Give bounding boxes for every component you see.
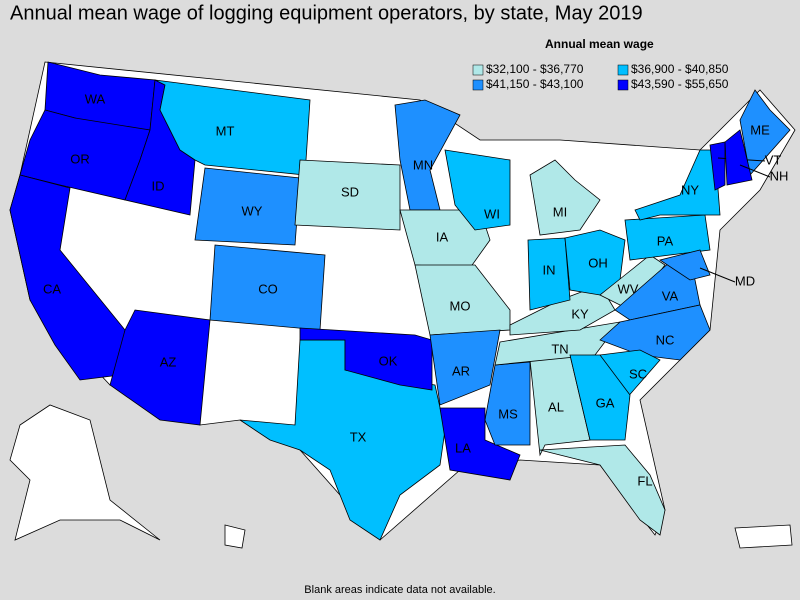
state-label: NH xyxy=(770,168,789,183)
state-label: SC xyxy=(629,366,647,381)
state xyxy=(294,159,401,231)
state-label: OR xyxy=(70,151,90,166)
state xyxy=(299,327,433,391)
legend-label: $32,100 - $36,770 xyxy=(486,62,584,76)
state-label: ID xyxy=(152,178,165,193)
state-label: LA xyxy=(455,440,471,455)
state xyxy=(194,167,301,246)
state-label: MI xyxy=(553,204,567,219)
legend-label: $36,900 - $40,850 xyxy=(631,62,729,76)
state xyxy=(439,407,521,481)
state-label: MS xyxy=(498,406,518,421)
legend-label: $41,150 - $43,100 xyxy=(486,77,584,91)
state xyxy=(394,99,461,211)
state-label: SD xyxy=(341,184,359,199)
leader-line xyxy=(739,164,771,178)
state-label: NC xyxy=(656,332,675,347)
footnote: Blank areas indicate data not available. xyxy=(304,584,495,596)
state-label: WA xyxy=(85,91,106,106)
legend-label: $43,590 - $55,650 xyxy=(631,77,729,91)
hawaii xyxy=(224,524,246,549)
state-label: MN xyxy=(413,157,433,172)
state xyxy=(154,79,311,176)
state xyxy=(527,237,571,311)
state xyxy=(444,149,511,231)
legend-swatch xyxy=(617,64,629,76)
state-label: MT xyxy=(216,123,235,138)
state-label: GA xyxy=(596,395,615,410)
state xyxy=(709,141,726,191)
state-label: NY xyxy=(681,182,699,197)
state xyxy=(724,129,753,186)
legend-swatch xyxy=(617,79,629,91)
state-label: WV xyxy=(618,281,639,296)
state xyxy=(414,264,511,336)
state-label: KY xyxy=(571,306,589,321)
state xyxy=(429,329,501,406)
legend-title: Annual mean wage xyxy=(545,37,654,51)
state xyxy=(484,361,531,446)
legend-swatch xyxy=(472,79,484,91)
state-label: IN xyxy=(543,262,556,277)
state xyxy=(624,214,711,261)
state-label: WY xyxy=(242,203,263,218)
state-label: TX xyxy=(350,429,367,444)
state-label: OH xyxy=(588,255,608,270)
state xyxy=(529,159,601,236)
state-label: CO xyxy=(258,281,278,296)
state-label: FL xyxy=(637,473,652,488)
leader-line xyxy=(699,267,736,283)
state-label: VT xyxy=(765,152,782,167)
state-label: ME xyxy=(750,122,770,137)
state-label: IA xyxy=(436,229,449,244)
state-label: TN xyxy=(551,341,568,356)
alaska xyxy=(9,404,161,541)
state xyxy=(659,249,711,281)
state xyxy=(9,174,126,381)
state-label: AR xyxy=(452,363,470,378)
state-label: AZ xyxy=(160,354,177,369)
state-label: MD xyxy=(735,273,755,288)
state xyxy=(539,444,666,536)
state-label: CA xyxy=(43,281,61,296)
state-label: MO xyxy=(450,298,471,313)
state-label: AL xyxy=(548,399,564,414)
map-title: Annual mean wage of logging equipment op… xyxy=(10,2,643,24)
state-label: WI xyxy=(484,206,500,221)
puerto-rico xyxy=(734,524,793,549)
state xyxy=(569,354,631,441)
state-label: PA xyxy=(657,233,674,248)
state-label: OK xyxy=(379,353,398,368)
legend-swatch xyxy=(472,64,484,76)
state-label: VA xyxy=(662,288,679,303)
